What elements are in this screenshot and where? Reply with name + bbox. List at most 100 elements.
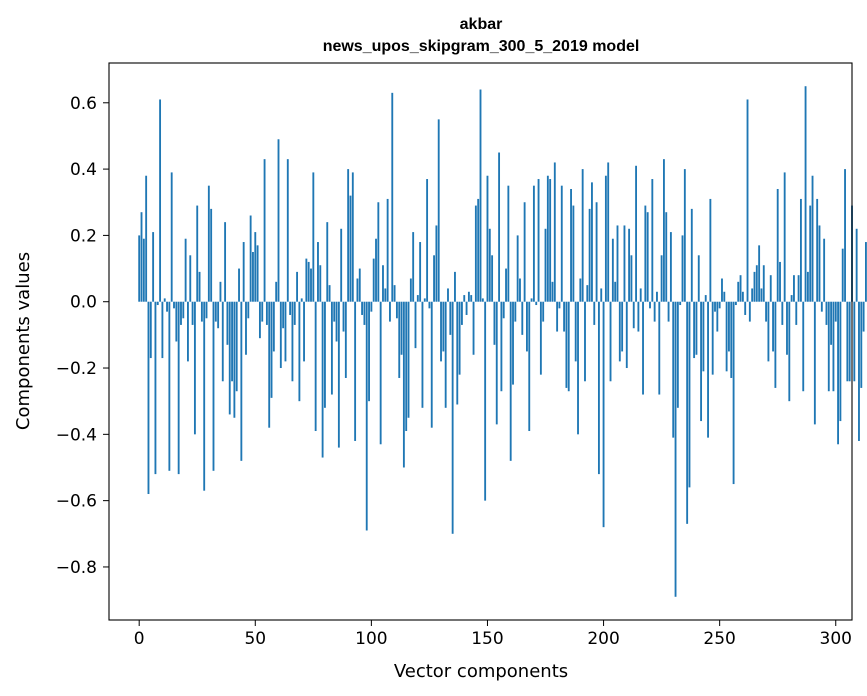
bar-221	[651, 179, 654, 302]
bar-51	[256, 245, 259, 302]
bar-254	[728, 301, 730, 352]
y-tick-label: 0.4	[70, 160, 97, 180]
bar-202	[607, 162, 610, 302]
bar-303	[841, 248, 844, 302]
bar-239	[693, 301, 696, 359]
bar-275	[776, 188, 779, 302]
bar-70	[300, 298, 303, 302]
bar-30	[207, 185, 210, 302]
y-tick-label: −0.6	[56, 492, 97, 512]
bar-229	[669, 232, 672, 302]
bar-305	[846, 301, 849, 382]
bar-96	[361, 301, 364, 315]
bar-179	[553, 162, 556, 302]
bar-107	[386, 198, 389, 302]
bar-23	[191, 301, 194, 325]
y-tick-label: −0.4	[56, 425, 97, 445]
bar-72	[305, 258, 308, 302]
bar-43	[238, 268, 240, 302]
bar-278	[783, 172, 786, 302]
bar-60	[277, 139, 280, 302]
bar-167	[526, 301, 528, 352]
bar-63	[284, 301, 287, 362]
bar-75	[312, 172, 315, 302]
bar-171	[535, 301, 538, 306]
bar-33	[214, 301, 217, 322]
bar-7	[154, 301, 157, 475]
bar-131	[442, 301, 445, 352]
x-tick-label: 50	[244, 629, 266, 649]
bar-19	[182, 301, 185, 319]
bar-189	[577, 301, 579, 435]
bar-69	[298, 301, 301, 402]
bar-45	[242, 242, 245, 302]
bar-187	[572, 205, 575, 302]
bar-101	[372, 258, 375, 302]
bar-41	[233, 301, 236, 418]
bar-102	[375, 238, 377, 302]
bar-99	[368, 301, 370, 402]
bar-191	[581, 169, 584, 302]
bar-141	[465, 301, 468, 315]
bar-297	[827, 301, 830, 392]
bar-215	[637, 301, 640, 332]
bar-145	[474, 205, 477, 302]
bar-284	[797, 275, 800, 302]
bar-140	[463, 295, 466, 302]
chart-title: akbar	[460, 16, 503, 33]
bar-160	[509, 301, 512, 461]
bar-164	[519, 278, 521, 302]
bar-220	[649, 301, 651, 309]
bar-176	[546, 175, 549, 302]
bar-227	[665, 212, 668, 302]
bar-174	[542, 301, 545, 322]
bar-203	[609, 301, 612, 382]
bar-195	[591, 182, 593, 302]
bar-199	[600, 288, 603, 302]
bar-185	[567, 301, 570, 392]
bar-241	[697, 255, 700, 302]
bar-146	[477, 198, 480, 302]
bar-295	[823, 238, 826, 302]
bar-287	[804, 86, 807, 302]
bar-84	[333, 301, 336, 322]
bar-240	[695, 301, 698, 355]
bar-124	[426, 179, 429, 302]
y-tick-label: 0.6	[70, 94, 97, 114]
bar-6	[152, 232, 155, 302]
x-axis-label: Vector components	[394, 661, 568, 682]
bar-106	[384, 288, 387, 302]
bar-218	[644, 205, 647, 302]
bar-144	[472, 301, 475, 355]
bar-194	[588, 208, 591, 302]
bar-113	[400, 301, 403, 355]
bar-56	[268, 301, 271, 428]
bar-265	[753, 271, 756, 302]
bar-223	[656, 291, 658, 302]
bar-312	[862, 301, 865, 332]
bar-244	[704, 295, 707, 302]
bar-20	[184, 238, 187, 302]
bar-87	[340, 228, 343, 302]
bar-3	[145, 175, 148, 302]
bar-149	[484, 301, 487, 501]
bar-108	[389, 301, 391, 322]
bar-289	[809, 205, 812, 302]
bar-36	[221, 301, 224, 382]
bar-91	[349, 195, 352, 302]
bar-139	[461, 301, 463, 325]
bar-198	[597, 301, 600, 475]
bar-85	[335, 301, 338, 342]
bar-262	[746, 99, 749, 302]
bar-82	[328, 285, 331, 302]
bar-110	[393, 285, 396, 302]
bar-26	[198, 271, 201, 302]
y-axis-ticks: −0.8 −0.6 −0.4 −0.2 0.0 0.2 0.4 0.6	[56, 94, 109, 578]
bar-119	[414, 301, 417, 349]
y-tick-label: −0.8	[56, 558, 97, 578]
bar-120	[416, 295, 419, 302]
bar-299	[832, 301, 835, 392]
bar-294	[820, 301, 823, 312]
bar-256	[732, 301, 735, 485]
bar-169	[530, 298, 533, 302]
